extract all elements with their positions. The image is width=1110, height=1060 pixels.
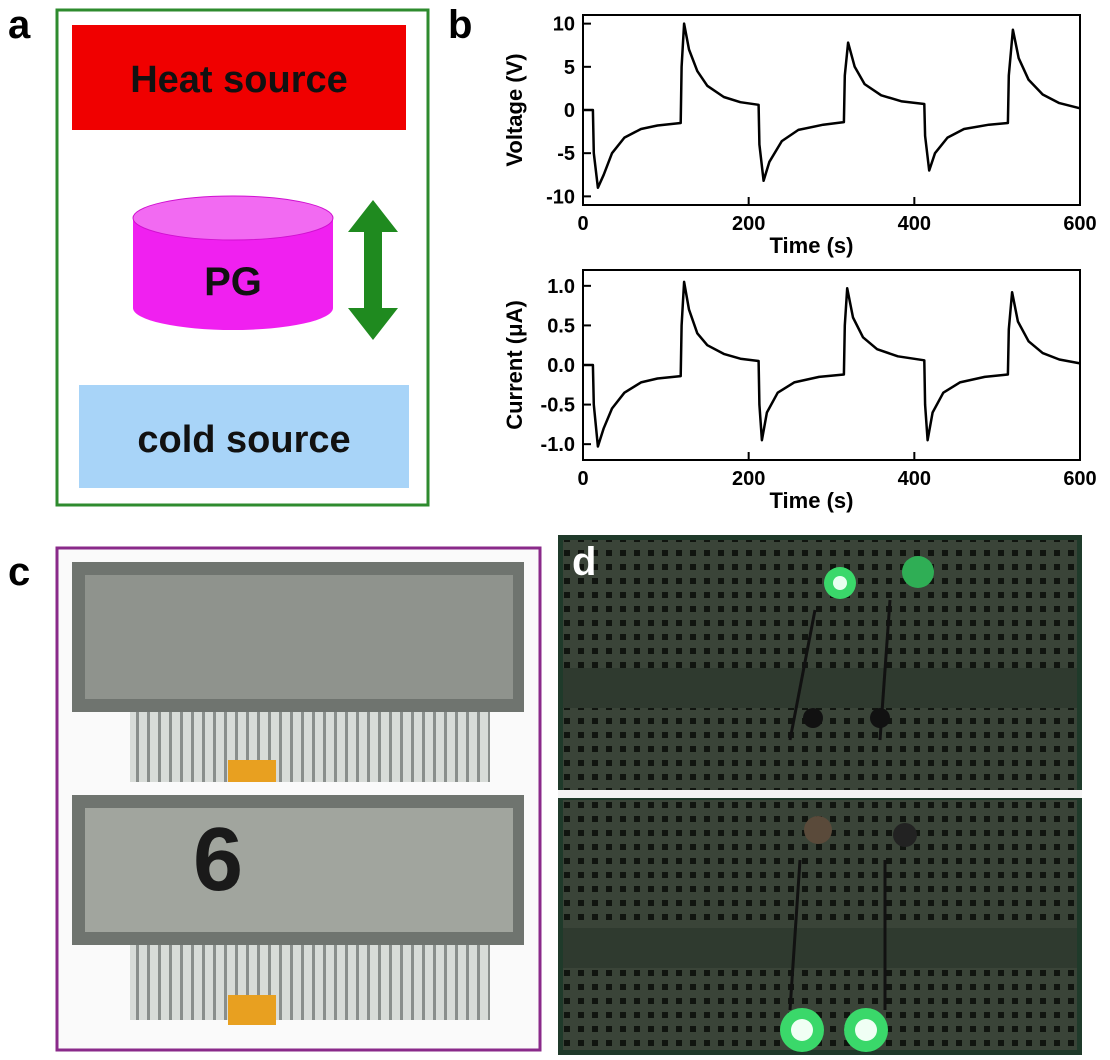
y-axis-title: Voltage (V) — [502, 53, 527, 166]
y-tick-label: 0.0 — [547, 355, 575, 377]
panel-label: a — [8, 3, 31, 47]
y-tick-label: 0.5 — [547, 315, 575, 337]
y-tick-label: 0 — [564, 100, 575, 122]
plot-frame — [582, 14, 1081, 206]
x-tick-label: 200 — [732, 468, 765, 490]
data-line — [583, 280, 1081, 448]
x-tick-label: 600 — [1063, 213, 1096, 235]
y-tick-label: 1.0 — [547, 276, 575, 298]
pg-label: PG — [204, 260, 262, 304]
x-tick-label: 200 — [732, 213, 765, 235]
cylinder — [132, 195, 334, 330]
plot-frame — [582, 269, 1081, 461]
y-tick-label: -0.5 — [541, 395, 575, 417]
x-tick-label: 600 — [1063, 468, 1096, 490]
x-tick-label: 400 — [898, 468, 931, 490]
y-tick-label: -5 — [557, 143, 575, 165]
x-tick-label: 0 — [577, 468, 588, 490]
lcd-digit: 6 — [193, 810, 243, 910]
panel-label: d — [572, 540, 596, 584]
y-tick-label: -1.0 — [541, 434, 575, 456]
y-axis-title: Current (μA) — [502, 300, 527, 430]
x-axis-title: Time (s) — [770, 488, 854, 513]
data-line — [583, 22, 1081, 189]
lcd-photo — [72, 562, 524, 1025]
breadboard-photo — [558, 535, 1082, 1055]
heat-source — [72, 25, 406, 130]
cold-label: cold source — [137, 419, 350, 461]
x-axis-title: Time (s) — [770, 233, 854, 258]
panel-frame — [55, 8, 430, 507]
x-tick-label: 400 — [898, 213, 931, 235]
heat-label: Heat source — [130, 59, 348, 101]
y-tick-label: -10 — [546, 186, 575, 208]
y-tick-label: 10 — [553, 14, 575, 36]
cold-source — [79, 385, 409, 488]
panel-label: b — [448, 3, 472, 47]
panel-label: c — [8, 550, 30, 594]
x-tick-label: 0 — [577, 213, 588, 235]
double-arrow — [348, 200, 398, 340]
y-tick-label: 5 — [564, 57, 575, 79]
